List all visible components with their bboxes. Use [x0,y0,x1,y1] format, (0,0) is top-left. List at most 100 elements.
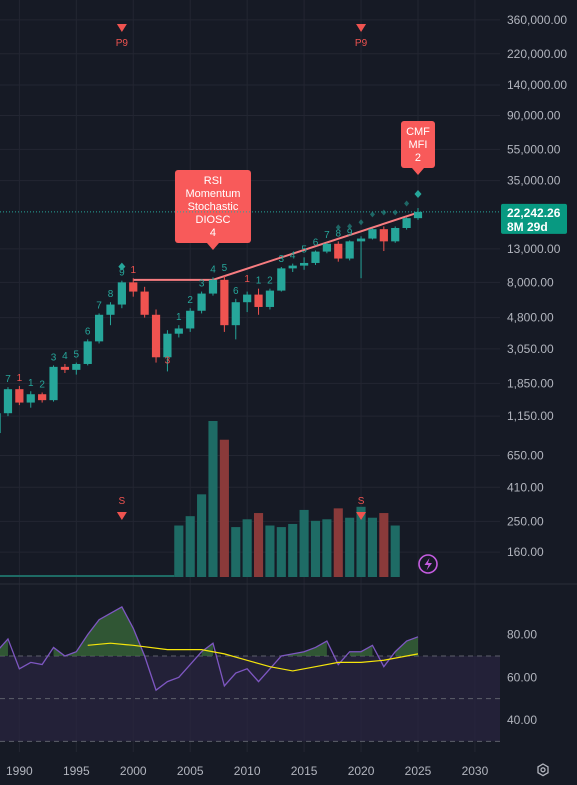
volume-bar [265,525,275,577]
candle-body [345,241,354,259]
rsi-ma-line [87,642,419,672]
price-tick-label: 55,000.00 [507,142,561,156]
volume-bar [356,506,366,577]
rsi-tick-label: 40.00 [507,713,537,727]
time-tick-label: 2030 [462,764,489,778]
time-tick-label: 1990 [6,764,33,778]
td-count-label: 1 [176,312,182,323]
td-count-label: 4 [62,351,68,362]
candle-body [26,394,35,403]
price-tick-label: 410.00 [507,480,544,494]
candle-body [334,243,343,259]
rsi-overbought-fill [53,606,145,656]
volume-bar [253,513,264,577]
lightning-icon[interactable] [418,554,438,574]
candle-body [3,389,13,414]
candle-body [186,310,195,329]
volume-baseline [0,575,175,577]
divergence-flag-text: Momentum [185,188,240,200]
td-count-label: 6 [85,326,91,337]
td-count-label: 7 [324,230,330,241]
time-axis[interactable]: 1990 1995 2000 2005 2010 2015 2020 2025 2030 [6,764,489,778]
candle-body [220,279,229,326]
last-price-value: 22,242.26 [507,206,561,220]
price-tick-label: 3,050.00 [507,342,554,356]
divergence-flag-pointer [206,243,219,250]
candle-body [72,363,81,370]
price-tick-label: 1,150.00 [507,409,554,423]
td-count-label: 5 [222,263,228,274]
td-count-label: 3 [199,279,205,290]
candle-body [140,291,149,315]
candle-body [197,293,206,311]
volume-bar [367,517,377,577]
divergence-flag-text: DIOSC [196,214,231,226]
candle-body [379,229,388,242]
volume-signal-triangle [116,512,127,520]
price-tick-label: 250.00 [507,514,544,528]
price-tick-label: 360,000.00 [507,13,567,27]
rsi-overbought-fill [201,643,213,656]
divergence-flag-box [174,170,251,243]
sell-signal-triangle [356,24,367,32]
setup-diamond [381,209,387,216]
last-price-box [501,203,567,234]
rsi-tick-label: 60.00 [507,670,537,684]
price-axis[interactable]: 360,000.00 220,000.00 140,000.00 90,000.00 5… [507,13,567,559]
td-count-label: 1 [28,378,34,389]
divergence-flag-pointer [411,168,424,175]
candle-body [300,262,309,266]
divergence-flag-text: MFI [409,139,428,151]
volume-bar [219,439,229,577]
price-tick-label: 90,000.00 [507,108,561,122]
td-count-label: 6 [233,286,239,297]
hexagon-settings-icon[interactable] [537,763,549,777]
time-tick-label: 2000 [120,764,147,778]
td-count-label: 8 [335,228,341,239]
candle-body [322,243,331,252]
divergence-flag-text: 2 [415,152,421,164]
td-sequential-labels: 67112345678911231234561123456789 [5,190,422,391]
sell-signal-triangle [116,24,127,32]
rsi-overbought-fill [349,645,373,656]
td-count-label: 2 [39,380,45,391]
candle-body [94,314,104,342]
candle-body [243,294,252,303]
price-tick-label: 650.00 [507,448,544,462]
time-tick-label: 2010 [234,764,261,778]
time-tick-label: 1995 [63,764,90,778]
candle-body [413,211,423,219]
candle-body [277,268,286,291]
td-count-label: 5 [301,244,307,255]
candle-body [117,282,126,305]
price-tick-label: 1,850.00 [507,376,554,390]
candle-body [254,294,263,307]
rsi-pane[interactable]: 80.00 60.00 40.00 [0,606,537,742]
bar-countdown: 8M 29d [507,220,548,234]
candle-body [151,314,161,358]
td-count-label: 6 [313,237,319,248]
grid-lines [0,0,577,752]
price-tick-label: 8,000.00 [507,275,554,289]
volume-bar [379,513,389,577]
candles [0,208,423,434]
volume-bar [299,509,309,577]
td-count-label: 1 [17,373,23,384]
setup-diamond [118,262,126,271]
volume-bar [390,525,400,577]
divergence-flag-text: RSI [204,175,222,187]
candle-body [368,229,377,239]
candle-body [231,302,240,326]
volume-bar [242,519,252,577]
candle-body [60,366,70,370]
time-tick-label: 2015 [291,764,318,778]
volume-bars [0,421,400,577]
time-tick-label: 2020 [348,764,375,778]
candle-body [208,279,218,294]
divergence-flag-text: CMF [406,126,430,138]
volume-signal-label: S [119,496,126,507]
